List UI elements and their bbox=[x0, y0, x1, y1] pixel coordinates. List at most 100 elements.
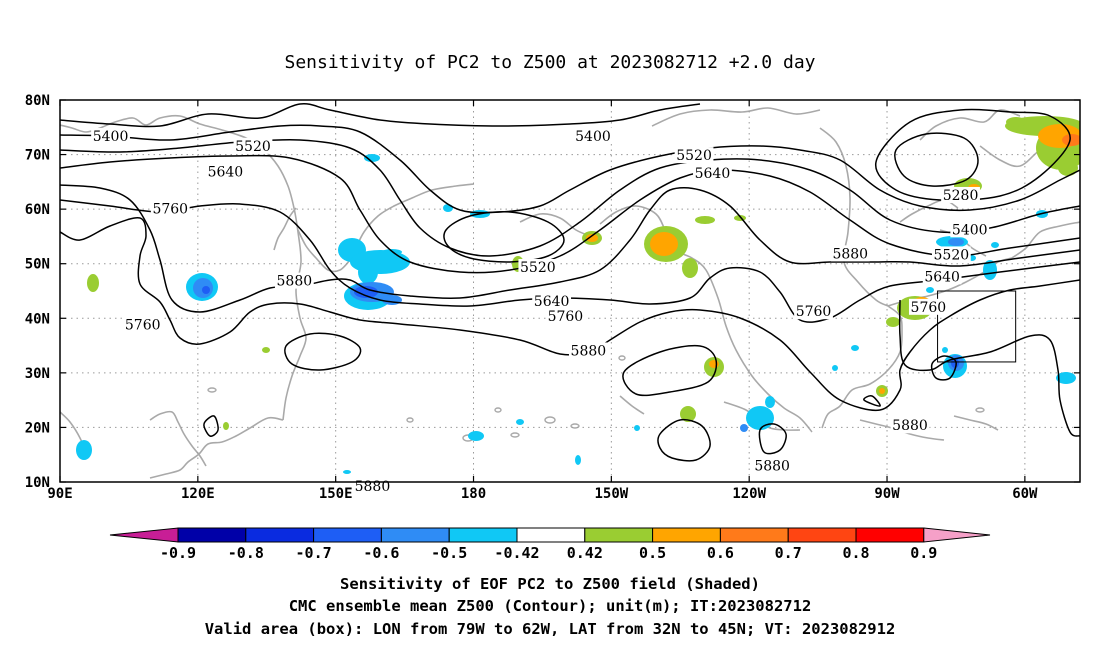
sensitivity-patch bbox=[354, 286, 378, 298]
sensitivity-patch bbox=[382, 295, 402, 305]
coastline bbox=[619, 395, 645, 415]
sensitivity-patch bbox=[983, 260, 997, 280]
contour-label-bg bbox=[950, 221, 990, 238]
z500-contour-closed bbox=[863, 395, 881, 407]
lat-tick-label: 10N bbox=[25, 475, 50, 491]
coastline bbox=[819, 127, 889, 307]
colorbar-label: -0.9 bbox=[160, 544, 196, 562]
contour-label: 5760 bbox=[125, 317, 161, 333]
colorbar-swatch bbox=[380, 527, 450, 543]
z500-contour bbox=[60, 199, 1080, 323]
contour-label: 5760 bbox=[911, 300, 947, 316]
coastline bbox=[149, 410, 207, 467]
colorbar-swatch bbox=[448, 527, 518, 543]
contour-label: 5400 bbox=[575, 129, 611, 145]
lat-tick-label: 60N bbox=[25, 202, 50, 218]
z500-contour-closed bbox=[203, 415, 219, 437]
z500-contour bbox=[60, 154, 1080, 274]
colorbar-label: -0.6 bbox=[363, 544, 399, 562]
lat-tick-label: 30N bbox=[25, 366, 50, 382]
sensitivity-patch bbox=[886, 317, 900, 327]
contour-label: 5400 bbox=[952, 222, 988, 238]
contour-label-bg bbox=[518, 258, 558, 275]
colorbar-label: 0.7 bbox=[775, 544, 802, 562]
z500-contour-closed bbox=[443, 211, 565, 263]
sensitivity-patch bbox=[682, 258, 698, 278]
sensitivity-patch bbox=[879, 388, 885, 394]
contour-label-bg bbox=[890, 417, 930, 434]
coastline bbox=[297, 229, 351, 273]
figure-title: Sensitivity of PC2 to Z500 at 2023082712… bbox=[284, 52, 815, 73]
lon-tick-label: 120W bbox=[732, 486, 766, 502]
sensitivity-patch bbox=[1056, 372, 1076, 384]
sensitivity-patch bbox=[1058, 160, 1078, 176]
z500-contour bbox=[60, 103, 701, 128]
colorbar-label: 0.9 bbox=[910, 544, 937, 562]
contour-label-bg bbox=[573, 128, 613, 145]
z500-contour bbox=[60, 138, 1080, 257]
contour-label: 5520 bbox=[934, 247, 970, 263]
contour-label: 5880 bbox=[754, 459, 790, 475]
caption-line-1: Sensitivity of EOF PC2 to Z500 field (Sh… bbox=[340, 575, 760, 593]
colorbar-high-arrow bbox=[923, 527, 991, 543]
colorbar-swatch bbox=[177, 527, 247, 543]
contour-label-bg bbox=[922, 268, 962, 285]
island-outline bbox=[510, 432, 520, 438]
contour-label-bg bbox=[568, 342, 608, 359]
lon-tick-label: 90E bbox=[47, 486, 72, 502]
z500-contour-closed bbox=[930, 355, 957, 381]
contour-label: 5640 bbox=[208, 164, 244, 180]
contour-label: 5880 bbox=[355, 479, 391, 495]
contour-label: 5520 bbox=[235, 139, 271, 155]
sensitivity-patch bbox=[926, 287, 934, 293]
island-outline bbox=[618, 355, 626, 361]
sensitivity-patch bbox=[262, 347, 270, 353]
contour-label-bg bbox=[908, 298, 948, 315]
sensitivity-patch bbox=[951, 358, 959, 368]
sensitivity-patch bbox=[1062, 134, 1080, 146]
contour-label: 5640 bbox=[534, 294, 570, 310]
colorbar-label: -0.7 bbox=[296, 544, 332, 562]
sensitivity-patch bbox=[443, 204, 453, 212]
sensitivity-patch bbox=[765, 396, 775, 408]
contour-label-bg bbox=[123, 316, 163, 333]
sensitivity-patch bbox=[343, 470, 351, 474]
contour-label-bg bbox=[274, 272, 314, 289]
sensitivity-patch bbox=[851, 345, 859, 351]
lon-tick-label: 120E bbox=[181, 486, 215, 502]
sensitivity-patch bbox=[87, 274, 99, 292]
colorbar-label: 0.8 bbox=[842, 544, 869, 562]
contour-label-bg bbox=[91, 128, 130, 145]
colorbar-label: -0.42 bbox=[494, 544, 539, 562]
island-outline bbox=[207, 387, 217, 393]
contour-label-bg bbox=[546, 308, 585, 325]
colorbar-swatch bbox=[719, 527, 789, 543]
colorbar-swatch bbox=[855, 527, 925, 543]
contour-label-bg bbox=[693, 165, 732, 182]
map-frame bbox=[59, 99, 1081, 483]
colorbar-swatch bbox=[652, 527, 721, 543]
contour-label: 5880 bbox=[571, 343, 607, 359]
z500-contour bbox=[60, 184, 1080, 313]
z500-contour-closed bbox=[894, 132, 979, 187]
z500-contour-closed bbox=[758, 423, 787, 455]
contour-label-bg bbox=[752, 457, 792, 474]
island-outline bbox=[494, 407, 502, 413]
sensitivity-patch bbox=[942, 347, 948, 353]
sensitivity-patch bbox=[223, 422, 229, 430]
island-outline bbox=[544, 416, 556, 424]
sensitivity-patch bbox=[1006, 117, 1026, 127]
sensitivity-patch bbox=[76, 440, 92, 460]
coastline bbox=[1011, 221, 1080, 259]
colorbar: -0.9 -0.8 -0.7 -0.6 -0.5 -0.42 0.42 0.5 0.6 0.7 0.… bbox=[109, 527, 991, 562]
z500-contour bbox=[60, 124, 1080, 214]
lat-tick-label: 70N bbox=[25, 148, 50, 164]
sensitivity-patch bbox=[516, 419, 524, 425]
caption-line-3: Valid area (box): LON from 79W to 62W, L… bbox=[205, 620, 896, 638]
sensitivity-patch bbox=[650, 232, 678, 256]
sensitivity-patch bbox=[358, 260, 378, 284]
contour-label-bg bbox=[794, 303, 833, 320]
coastline bbox=[149, 416, 284, 479]
contour-label-layer: 5400552056405760588057605400552056405520… bbox=[91, 128, 990, 495]
